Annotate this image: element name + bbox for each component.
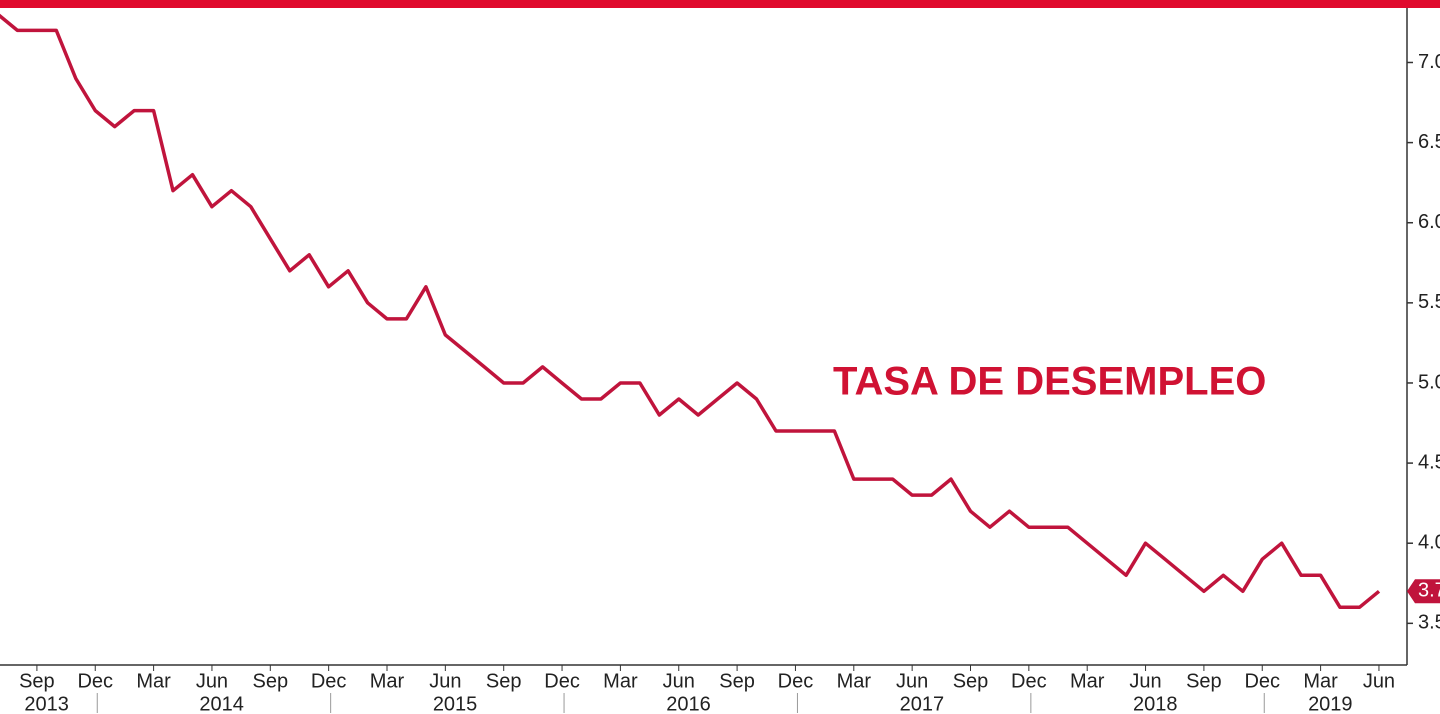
y-tick-label: 5.0 — [1418, 371, 1440, 393]
x-tick-label: Sep — [486, 670, 522, 692]
y-tick-label: 3.5 — [1418, 612, 1440, 634]
x-tick-label: Jun — [196, 670, 228, 692]
x-tick-label: Jun — [1363, 670, 1395, 692]
x-tick-label: Sep — [719, 670, 755, 692]
x-tick-label: Sep — [253, 670, 289, 692]
x-tick-label: Dec — [544, 670, 580, 692]
x-tick-label: Dec — [1244, 670, 1280, 692]
x-tick-label: Jun — [896, 670, 928, 692]
x-tick-label: Jun — [663, 670, 695, 692]
x-tick-label: Mar — [370, 670, 405, 692]
x-tick-label: Dec — [1011, 670, 1047, 692]
x-tick-label: Sep — [1186, 670, 1222, 692]
x-tick-label: Jun — [1129, 670, 1161, 692]
year-label: 2016 — [666, 693, 711, 714]
x-tick-label: Jun — [429, 670, 461, 692]
x-tick-label: Mar — [1303, 670, 1338, 692]
x-tick-label: Dec — [778, 670, 814, 692]
year-label: 2017 — [900, 693, 945, 714]
x-tick-label: Mar — [603, 670, 638, 692]
y-tick-label: 5.5 — [1418, 291, 1440, 313]
annotation: TASA DE DESEMPLEO — [833, 360, 1266, 404]
year-label: 2014 — [199, 693, 244, 714]
x-tick-label: Sep — [953, 670, 989, 692]
year-label: 2018 — [1133, 693, 1178, 714]
data-line — [0, 13, 1381, 610]
year-label: 2013 — [24, 693, 69, 714]
x-tick-label: Mar — [837, 670, 872, 692]
x-tick-label: Mar — [136, 670, 171, 692]
y-tick-label: 6.5 — [1418, 131, 1440, 153]
y-tick-label: 4.0 — [1418, 531, 1440, 553]
year-label: 2015 — [433, 693, 478, 714]
x-tick-label: Dec — [77, 670, 113, 692]
x-tick-label: Dec — [311, 670, 347, 692]
x-tick-label: Mar — [1070, 670, 1105, 692]
y-tick-label: 7.0 — [1418, 51, 1440, 73]
x-tick-label: Sep — [19, 670, 55, 692]
last-value-tag — [1407, 579, 1440, 604]
last-value-label: 3.7 — [1418, 580, 1440, 602]
y-tick-label: 6.0 — [1418, 211, 1440, 233]
top-bar — [0, 0, 1440, 8]
year-label: 2019 — [1308, 693, 1353, 714]
y-tick-label: 4.5 — [1418, 451, 1440, 473]
